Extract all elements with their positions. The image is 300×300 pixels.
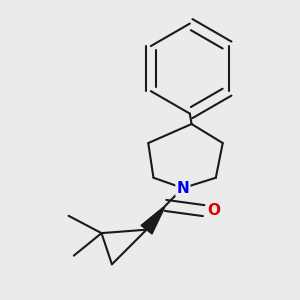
Text: O: O bbox=[208, 203, 220, 218]
Polygon shape bbox=[141, 206, 166, 234]
Text: N: N bbox=[176, 181, 189, 196]
